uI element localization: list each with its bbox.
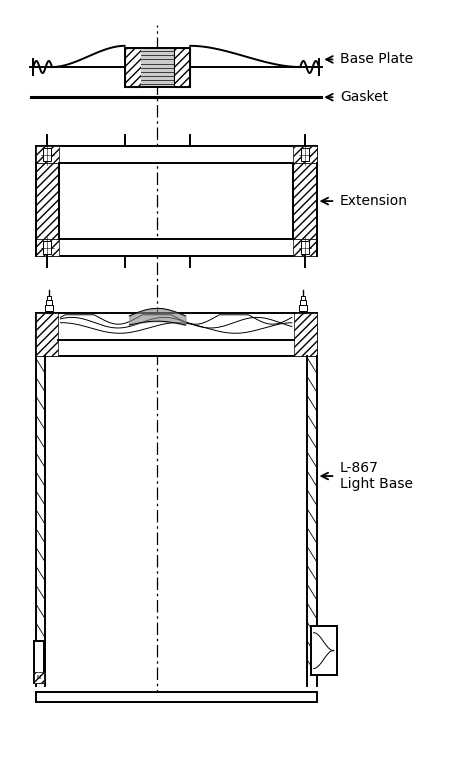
Bar <box>125 48 141 88</box>
Bar <box>311 626 337 675</box>
Bar <box>36 313 58 356</box>
Bar <box>301 296 305 301</box>
Text: Extension: Extension <box>340 194 408 208</box>
Bar <box>293 239 317 256</box>
Bar <box>36 146 317 163</box>
Bar <box>47 296 51 301</box>
Bar <box>301 301 306 305</box>
Text: N: N <box>37 675 41 680</box>
Bar <box>36 239 59 256</box>
Bar <box>46 301 52 305</box>
Bar <box>294 313 317 356</box>
Bar <box>36 693 317 702</box>
Bar <box>293 163 317 239</box>
Bar <box>300 305 307 311</box>
Bar <box>36 146 59 163</box>
Bar <box>36 313 317 356</box>
Bar <box>36 163 59 239</box>
Bar <box>301 148 309 161</box>
Bar <box>43 148 52 161</box>
Text: L-867
Light Base: L-867 Light Base <box>340 461 413 491</box>
Bar <box>174 48 190 88</box>
Bar <box>34 672 44 683</box>
Text: Gasket: Gasket <box>340 91 388 104</box>
Bar <box>293 146 317 163</box>
Bar <box>125 48 190 88</box>
Bar <box>34 641 44 683</box>
Bar <box>36 239 317 256</box>
Bar <box>43 240 52 254</box>
Bar <box>301 240 309 254</box>
Bar <box>141 48 174 88</box>
Text: Base Plate: Base Plate <box>340 53 413 66</box>
Bar <box>46 305 53 311</box>
